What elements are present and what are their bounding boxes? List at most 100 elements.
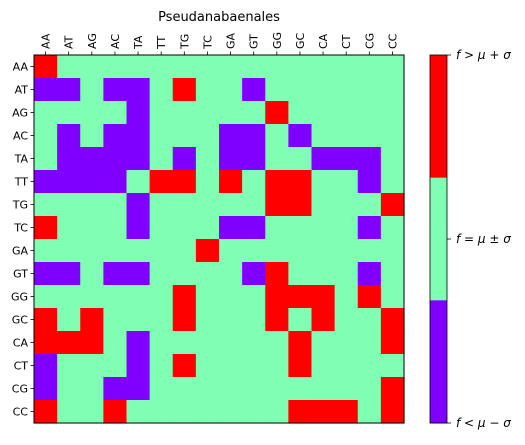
heatmap-cell-GG-AG: [80, 285, 104, 309]
heatmap-cell-GC-AC: [103, 308, 128, 332]
heatmap-cell-GG-GA: [219, 285, 243, 309]
heatmap-cell-TC-GT: [242, 216, 266, 240]
heatmap-cell-AG-AG: [80, 101, 104, 125]
heatmap-cell-AT-TA: [126, 78, 151, 102]
heatmap-cell-CG-GT: [242, 377, 266, 401]
heatmap-cell-AT-GA: [219, 78, 243, 102]
heatmap-cell-GG-CT: [334, 285, 359, 309]
heatmap-cell-TT-CC: [380, 170, 405, 194]
heatmap-cell-TG-CT: [334, 193, 359, 217]
heatmap-cell-CC-TA: [126, 400, 151, 424]
y-tick-label: CT: [14, 360, 29, 373]
heatmap-cell-GC-GG: [265, 308, 289, 332]
heatmap-cell-TG-TG: [172, 193, 197, 217]
heatmap-cell-GC-TG: [172, 308, 197, 332]
heatmap-cell-CC-CA: [311, 400, 336, 424]
heatmap-cell-GT-GT: [242, 262, 266, 286]
heatmap-cell-AC-CA: [311, 124, 336, 148]
heatmap-cell-AA-CG: [357, 55, 382, 79]
heatmap-cell-CT-GA: [219, 354, 243, 378]
heatmap-cell-TT-CT: [334, 170, 359, 194]
heatmap-cell-TG-AC: [103, 193, 128, 217]
heatmap-cell-GG-GT: [242, 285, 266, 309]
heatmap-cell-AA-CC: [380, 55, 405, 79]
heatmap-cell-AA-CA: [311, 55, 336, 79]
heatmap-cell-GA-AC: [103, 239, 128, 263]
heatmap-cell-CT-AC: [103, 354, 128, 378]
heatmap-cell-AG-CA: [311, 101, 336, 125]
heatmap-cell-AA-GT: [242, 55, 266, 79]
heatmap-cell-AG-GT: [242, 101, 266, 125]
heatmap-cell-CA-GT: [242, 331, 266, 355]
heatmap-cell-GC-AT: [57, 308, 81, 332]
heatmap-cell-GC-TA: [126, 308, 151, 332]
heatmap-cell-AA-TA: [126, 55, 151, 79]
x-tick-label: AT: [63, 35, 76, 49]
heatmap-cell-TT-TC: [195, 170, 220, 194]
x-tick-label: CA: [317, 33, 330, 49]
heatmap-cell-TG-CA: [311, 193, 336, 217]
heatmap-cell-GA-AA: [34, 239, 58, 263]
heatmap-cell-GC-CG: [357, 308, 382, 332]
heatmap-cell-GT-AA: [34, 262, 58, 286]
heatmap-cell-GA-CA: [311, 239, 336, 263]
heatmap-cell-AT-AG: [80, 78, 104, 102]
heatmap-cell-TC-TC: [195, 216, 220, 240]
heatmap-cell-TC-CA: [311, 216, 336, 240]
heatmap-cell-GA-TT: [149, 239, 174, 263]
heatmap-cell-AC-GT: [242, 124, 266, 148]
heatmap-cell-TT-CG: [357, 170, 382, 194]
heatmap-cell-CC-CC: [380, 400, 405, 424]
heatmap-cell-TC-TT: [149, 216, 174, 240]
heatmap-cell-AT-TC: [195, 78, 220, 102]
chart-title: Pseudanabaenales: [158, 10, 280, 25]
x-tick-label: AC: [109, 34, 122, 49]
x-tick-label: GG: [271, 32, 284, 49]
heatmap-cell-CT-CT: [334, 354, 359, 378]
heatmap-cell-CC-AC: [103, 400, 128, 424]
heatmap-cell-GT-GG: [265, 262, 289, 286]
heatmap-cell-TC-AA: [34, 216, 58, 240]
heatmap-cell-CT-AG: [80, 354, 104, 378]
heatmap-cell-CA-TC: [195, 331, 220, 355]
heatmap-cell-CA-GC: [288, 331, 313, 355]
heatmap-cell-CT-CG: [357, 354, 382, 378]
y-tick-label: GT: [13, 268, 28, 281]
x-tick-label: GT: [248, 34, 261, 49]
heatmap-cell-CC-CT: [334, 400, 359, 424]
heatmap-cell-CG-AG: [80, 377, 104, 401]
heatmap-cells: [34, 55, 405, 424]
heatmap-cell-AT-CG: [357, 78, 382, 102]
heatmap-cell-GA-CC: [380, 239, 405, 263]
heatmap-cell-TT-AG: [80, 170, 104, 194]
heatmap-cell-CG-TA: [126, 377, 151, 401]
heatmap-cell-CA-AA: [34, 331, 58, 355]
x-axis-ticks: AA AT AG AC TA TT TG TC GA GT GG GC CA CT CG CC: [40, 32, 399, 55]
heatmap-cell-AT-TT: [149, 78, 174, 102]
heatmap-cell-AT-TG: [172, 78, 197, 102]
heatmap-cell-AC-TA: [126, 124, 151, 148]
heatmap-cell-CG-GG: [265, 377, 289, 401]
y-tick-label: AT: [15, 84, 29, 97]
heatmap-cell-AT-GG: [265, 78, 289, 102]
y-tick-label: TA: [14, 153, 29, 166]
heatmap-cell-AT-CA: [311, 78, 336, 102]
x-tick-label: AA: [40, 33, 53, 49]
colorbar-tick-label: f > μ + σ: [456, 48, 511, 62]
heatmap-cell-TC-AT: [57, 216, 81, 240]
heatmap-cell-CG-CG: [357, 377, 382, 401]
heatmap-cell-AG-TT: [149, 101, 174, 125]
y-tick-label: TT: [14, 176, 29, 189]
heatmap-cell-TG-TT: [149, 193, 174, 217]
heatmap-cell-AT-AC: [103, 78, 128, 102]
heatmap-cell-TA-AA: [34, 147, 58, 171]
x-tick-label: GC: [294, 32, 307, 49]
heatmap-cell-GA-GC: [288, 239, 313, 263]
y-tick-label: GC: [12, 314, 29, 327]
heatmap-cell-TT-CA: [311, 170, 336, 194]
heatmap-cell-CG-CC: [380, 377, 405, 401]
heatmap-cell-CG-AT: [57, 377, 81, 401]
heatmap-cell-AA-AA: [34, 55, 58, 79]
colorbar-tick-label: f < μ − σ: [456, 416, 511, 430]
heatmap-cell-TA-AG: [80, 147, 104, 171]
